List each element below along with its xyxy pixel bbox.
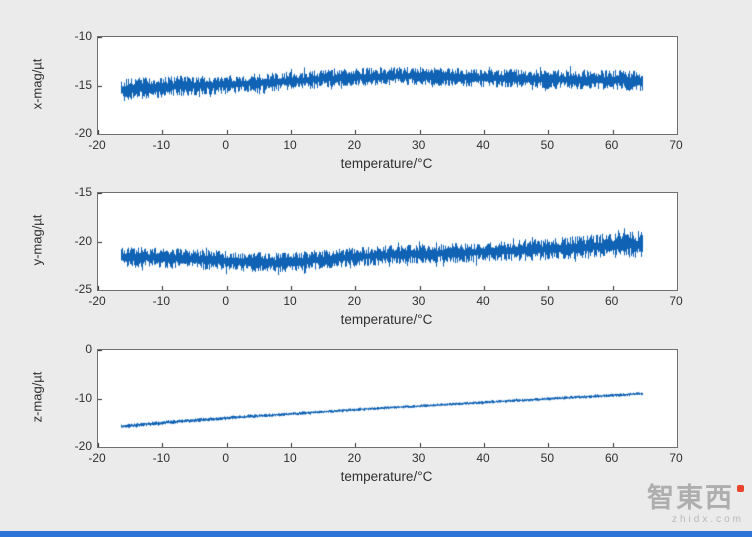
x-tick-label: 20 [347,294,362,308]
x-axis-label: temperature/°C [340,469,433,484]
plot-area [97,36,678,135]
x-axis-label: temperature/°C [340,156,433,171]
x-tick-label: 60 [604,138,619,152]
plot-canvas [98,193,677,290]
plot-canvas [98,37,677,134]
x-tick-label: -10 [152,294,170,308]
x-tick-label: 70 [669,294,683,308]
x-tick-label: 0 [222,451,229,465]
x-axis-label: temperature/°C [340,312,433,327]
x-tick-label: 20 [347,451,362,465]
x-tick-label: 60 [604,294,619,308]
x-tick-label: -10 [152,451,170,465]
watermark-logo-icon [737,485,744,492]
y-tick-labels: -20 -10 0 [42,342,92,453]
x-tick-label: -20 [88,138,106,152]
x-tick-label: 30 [411,294,426,308]
y-tick-label: -15 [74,185,92,199]
x-tick-label: 30 [411,138,426,152]
x-tick-label: -10 [152,138,170,152]
x-tick-label: 50 [540,294,555,308]
y-tick-label: -10 [74,390,92,405]
y-tick-label: -20 [74,233,92,248]
y-tick-labels: -20 -15 -10 [42,29,92,140]
x-tick-label: 70 [669,451,683,465]
bottom-accent-bar [0,531,752,537]
watermark-title: 智東西 [647,483,734,513]
y-tick-label: -10 [74,29,92,43]
y-tick-label: -20 [74,439,92,453]
y-tick-label: -25 [74,282,92,296]
x-tick-label: -20 [88,451,106,465]
x-tick-label: 10 [283,138,297,152]
plot-area [97,192,678,291]
plot-area [97,349,678,448]
x-tick-labels: -20 -10 0 10 20 30 40 50 60 70 [88,137,682,153]
x-tick-label: 60 [604,451,619,465]
y-tick-label: -15 [74,77,92,92]
x-tick-labels: -20 -10 0 10 20 30 40 50 60 70 [88,293,682,309]
subplot-y-mag: y-mag/µt -25 -20 -15 -20 -10 0 10 20 30 40 50 60 70… [0,185,752,342]
x-tick-label: 20 [347,138,362,152]
x-tick-labels: -20 -10 0 10 20 30 40 50 60 70 [88,450,682,466]
x-tick-label: 50 [540,138,555,152]
x-tick-label: -20 [88,294,106,308]
watermark-subtitle: zhidx.com [671,514,744,525]
x-tick-label: 30 [411,451,426,465]
plot-canvas [98,350,677,447]
x-tick-label: 10 [283,451,297,465]
x-tick-label: 40 [476,138,490,152]
x-tick-label: 50 [540,451,555,465]
subplot-z-mag: z-mag/µt -20 -10 0 -20 -10 0 10 20 30 40 50 60 70 t… [0,342,752,499]
subplot-x-mag: x-mag/µt -20 -15 -10 -20 -10 0 10 20 30 40 50 60 70… [0,29,752,186]
x-tick-label: 40 [476,294,490,308]
y-tick-label: 0 [85,342,92,356]
x-tick-label: 70 [669,138,683,152]
watermark: 智東西 zhidx.com [647,485,744,525]
y-tick-label: -20 [74,126,92,140]
x-tick-label: 0 [222,138,229,152]
x-tick-label: 40 [476,451,490,465]
x-tick-label: 10 [283,294,297,308]
y-tick-labels: -25 -20 -15 [42,185,92,296]
x-tick-label: 0 [222,294,229,308]
